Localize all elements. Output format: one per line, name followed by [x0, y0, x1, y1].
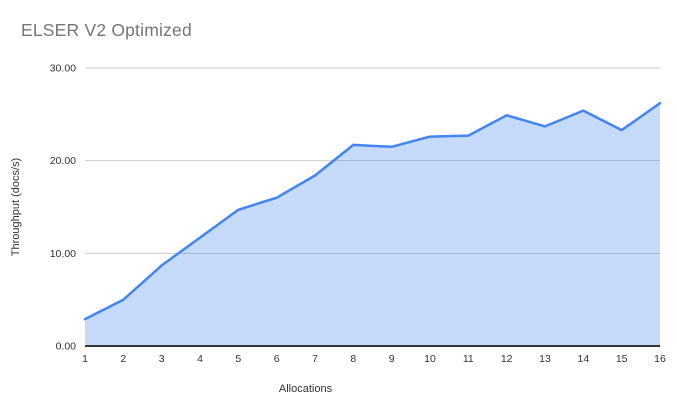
series-line [83, 101, 662, 321]
x-tick-label-9: 9 [389, 353, 395, 365]
x-tick-label-3: 3 [159, 353, 165, 365]
y-tick-label-10: 10.00 [50, 248, 76, 260]
y-axis-title: Throughput (docs/s) [10, 157, 22, 257]
x-tick-label-8: 8 [350, 353, 356, 365]
x-tick-label-14: 14 [577, 353, 589, 365]
x-tick-label-5: 5 [235, 353, 241, 365]
x-tick-label-1: 1 [82, 353, 88, 365]
x-tick-label-13: 13 [539, 353, 551, 365]
x-tick-label-15: 15 [616, 353, 628, 365]
x-tick-label-11: 11 [463, 353, 474, 365]
chart-title: ELSER V2 Optimized [21, 20, 192, 40]
y-tick-label-0: 0.00 [56, 341, 77, 353]
x-tick-label-16: 16 [654, 353, 666, 365]
x-tick-label-7: 7 [312, 353, 318, 365]
x-tick-label-2: 2 [120, 353, 126, 365]
area-fill [85, 103, 660, 346]
x-tick-label-12: 12 [501, 353, 513, 365]
x-tick-label-6: 6 [274, 353, 280, 365]
x-tick-label-10: 10 [424, 353, 436, 365]
y-tick-label-30: 30.00 [50, 63, 76, 75]
x-axis-title: Allocations [278, 383, 333, 395]
x-tick-label-4: 4 [197, 353, 203, 365]
y-tick-label-20: 20.00 [50, 155, 76, 167]
